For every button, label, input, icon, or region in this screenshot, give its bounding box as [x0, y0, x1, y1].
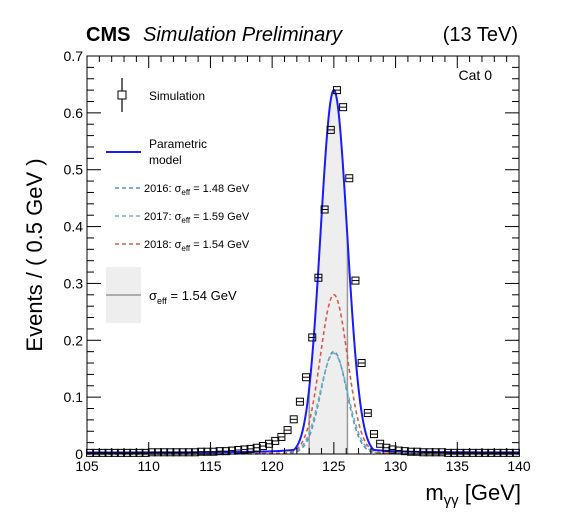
header-experiment: CMS — [86, 24, 130, 46]
x-tick-label: 120 — [260, 458, 284, 474]
simulation-point — [314, 273, 323, 282]
legend-simulation-marker — [117, 78, 127, 112]
simulation-point — [302, 373, 311, 382]
sigma-eff-band — [309, 90, 348, 454]
plot-frame — [86, 55, 520, 455]
x-tick-label: 130 — [384, 458, 408, 474]
y-tick-label: 0.6 — [64, 105, 84, 121]
legend-band-label: σeff = 1.54 GeV — [149, 288, 237, 306]
simulation-point — [339, 103, 348, 112]
simulation-point — [351, 276, 360, 285]
y-tick-label: 0.1 — [64, 389, 84, 405]
x-tick-label: 105 — [75, 458, 99, 474]
category-label: Cat 0 — [459, 67, 493, 83]
simulation-point — [277, 432, 286, 441]
simulation-point — [289, 415, 298, 424]
legend-model-label-1: Parametric — [149, 137, 207, 151]
simulation-point — [511, 448, 520, 457]
x-tick-label: 115 — [199, 458, 222, 474]
x-axis-label-unit: [GeV] — [459, 480, 521, 505]
x-axis-label-main: m — [425, 480, 443, 505]
y-tick-label: 0.7 — [64, 48, 84, 64]
simulation-point — [382, 443, 391, 452]
simulation-point — [252, 443, 261, 452]
simulation-point — [369, 430, 378, 439]
simulation-point — [295, 397, 304, 406]
y-tick-label: 0 — [75, 446, 83, 462]
simulation-point — [308, 333, 317, 342]
legend-2016-label: 2016: σeff = 1.48 GeV — [144, 183, 250, 197]
y-tick-label: 0.5 — [64, 162, 84, 178]
simulation-point — [320, 205, 329, 214]
simulation-point — [332, 86, 341, 95]
simulation-point — [363, 409, 372, 418]
x-tick-label: 125 — [322, 458, 346, 474]
header-status: Simulation Preliminary — [143, 24, 343, 46]
x-axis-label-sub: γγ — [444, 492, 460, 509]
simulation-point — [283, 426, 292, 435]
legend-simulation-label: Simulation — [149, 89, 205, 103]
legend-2017-label: 2017: σeff = 1.59 GeV — [144, 211, 250, 225]
y-tick-label: 0.4 — [64, 219, 84, 235]
simulation-point — [345, 174, 354, 183]
y-tick-label: 0.3 — [64, 275, 84, 291]
x-axis-label: mγγ [GeV] — [425, 480, 521, 509]
legend: Simulation Parametric model 2016: σeff =… — [106, 78, 250, 323]
header-energy: (13 TeV) — [443, 24, 518, 46]
y-tick-label: 0.2 — [64, 332, 84, 348]
simulation-point — [326, 125, 335, 134]
axis-ticks-layer: 105 110 115 120 125 130 135 140 0 0.1 0.2 0.3 0.4 0.5… — [64, 48, 531, 474]
simulation-point — [357, 359, 366, 368]
x-tick-label: 135 — [446, 458, 470, 474]
x-tick-label: 110 — [138, 458, 161, 474]
legend-2018-label: 2018: σeff = 1.54 GeV — [144, 239, 250, 253]
simulation-point — [258, 442, 267, 451]
x-tick-label: 140 — [507, 458, 531, 474]
y-axis-label: Events / ( 0.5 GeV ) — [22, 158, 47, 351]
legend-model-label-2: model — [149, 153, 182, 167]
